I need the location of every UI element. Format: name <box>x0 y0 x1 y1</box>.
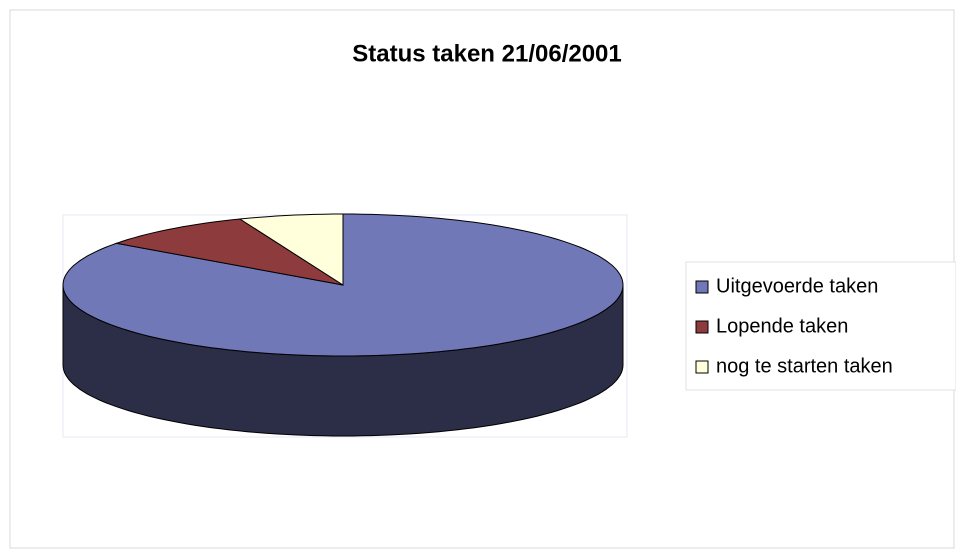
chart-title: Status taken 21/06/2001 <box>352 40 622 67</box>
legend <box>685 261 956 391</box>
legend-label: nog te starten taken <box>716 355 893 377</box>
slice <box>114 218 344 286</box>
legend-label: Uitgevoerde taken <box>716 275 878 297</box>
legend-swatch <box>695 360 709 374</box>
legend-swatch <box>695 320 709 334</box>
slice <box>238 213 344 286</box>
legend-label: Lopende taken <box>716 315 848 337</box>
legend-swatch <box>695 280 709 294</box>
